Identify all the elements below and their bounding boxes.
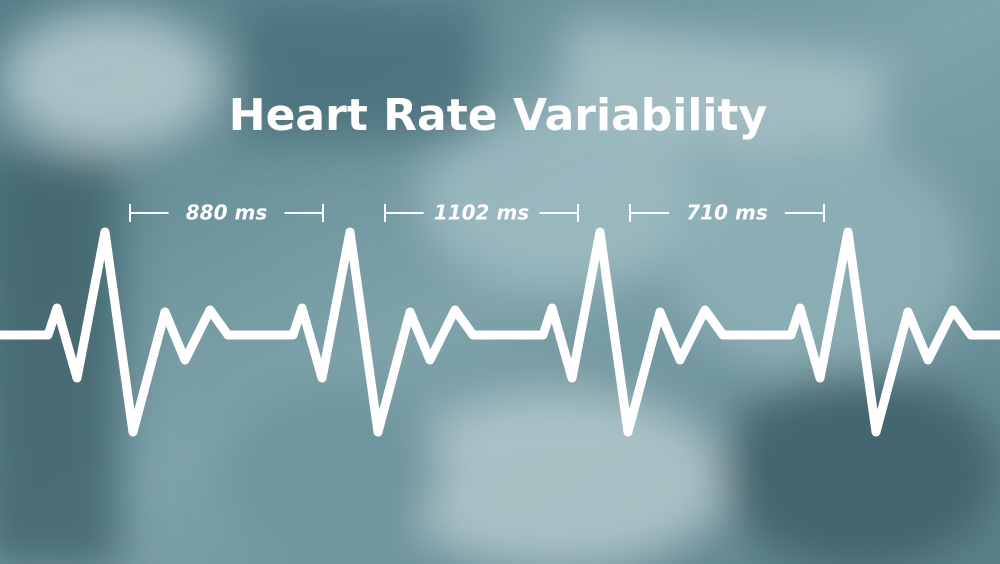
bracket bbox=[629, 204, 825, 222]
title: Heart Rate Variability bbox=[229, 90, 767, 141]
interval-label: 710 ms bbox=[686, 201, 768, 225]
interval-label: 1102 ms bbox=[434, 201, 529, 225]
ecg-trace bbox=[0, 227, 1000, 437]
bracket bbox=[129, 204, 324, 222]
interval-brackets bbox=[129, 204, 825, 222]
interval-label: 880 ms bbox=[186, 201, 268, 225]
bracket bbox=[384, 204, 579, 222]
